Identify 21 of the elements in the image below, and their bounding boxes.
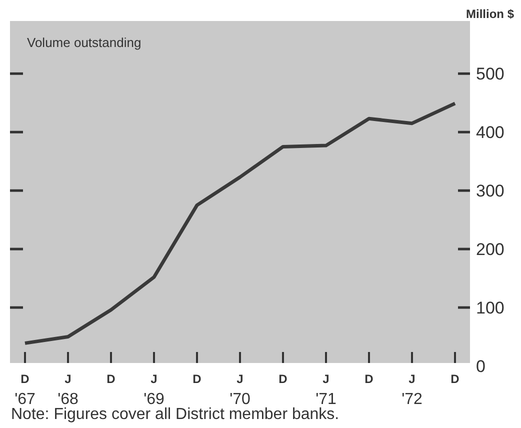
x-tick-label: D '67 bbox=[14, 372, 36, 408]
x-tick-label: J '69 bbox=[144, 372, 165, 408]
y-tick-label: 500 bbox=[476, 64, 504, 84]
line-series bbox=[23, 102, 457, 345]
y-axis-title: Million $ bbox=[466, 7, 514, 21]
x-tick-label: D bbox=[450, 372, 460, 386]
y-tick-label: 200 bbox=[476, 240, 504, 260]
y-tick-label: 300 bbox=[476, 182, 504, 201]
y-tick-label: 100 bbox=[476, 298, 504, 318]
x-tick-label: J '70 bbox=[230, 372, 251, 408]
text: Note: Figures cover all District member banks. bbox=[11, 406, 340, 423]
x-tick-label: D bbox=[278, 372, 288, 386]
x-tick-label: D bbox=[192, 372, 202, 386]
y-tick-label: 0 bbox=[476, 357, 486, 376]
y-tick-label: 400 bbox=[476, 123, 504, 142]
x-tick-label: J '71 bbox=[316, 372, 337, 408]
text: Volume outstanding bbox=[27, 35, 142, 50]
x-tick-label: J '72 bbox=[402, 372, 423, 408]
x-tick-label: J '68 bbox=[58, 372, 79, 408]
x-tick-label: D bbox=[106, 372, 116, 386]
x-tick-label: D bbox=[364, 372, 374, 386]
